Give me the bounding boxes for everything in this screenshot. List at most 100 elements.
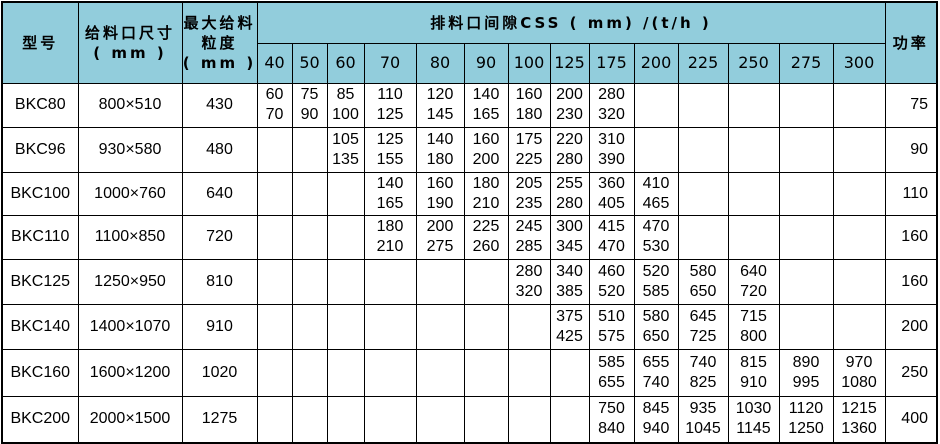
capacity-cell — [326, 171, 365, 216]
capacity-cell: 360 405 — [588, 171, 635, 216]
table-row: BKC140 1400×1070 910 375 425 510 575 580 650 645 7… — [1, 303, 938, 350]
header-css-value: 225 — [677, 42, 729, 84]
capacity-cell: 120 145 — [415, 82, 465, 128]
capacity-max: 405 — [598, 194, 625, 212]
capacity-cell: 140 165 — [363, 171, 417, 216]
capacity-min: 205 — [515, 174, 543, 192]
capacity-cell — [291, 258, 328, 305]
capacity-max: 465 — [642, 194, 670, 212]
header-max-feed-label: 最大给料粒度 — [183, 13, 256, 52]
capacity-cell — [415, 395, 465, 444]
capacity-cell: 180 210 — [363, 214, 417, 260]
capacity-cell — [363, 395, 417, 444]
capacity-max: 90 — [300, 106, 319, 123]
capacity-cell — [291, 171, 328, 216]
capacity-min: 160 — [515, 86, 543, 103]
capacity-max: 260 — [472, 238, 500, 255]
header-css-value: 275 — [778, 42, 834, 84]
capacity-max: 135 — [332, 150, 359, 168]
capacity-cell — [633, 126, 679, 173]
header-feed-opening-label: 给料口尺寸 — [84, 23, 175, 42]
header-css-value: 300 — [832, 42, 886, 84]
capacity-cell — [363, 258, 417, 305]
capacity-cell: 200 275 — [415, 214, 465, 260]
capacity-max: 1145 — [736, 420, 771, 438]
capacity-min: 580 — [642, 307, 670, 325]
capacity-cell — [778, 171, 834, 216]
max-feed-cell: 430 — [181, 82, 258, 128]
capacity-cell: 375 425 — [549, 303, 590, 350]
capacity-min: 740 — [689, 353, 717, 371]
capacity-max: 1250 — [788, 420, 824, 438]
capacity-min: 110 — [377, 86, 403, 103]
capacity-max: 275 — [426, 238, 454, 255]
capacity-cell: 580 650 — [677, 258, 729, 305]
capacity-min: 245 — [515, 218, 543, 235]
capacity-max: 200 — [472, 150, 500, 168]
capacity-cell — [727, 171, 780, 216]
capacity-min: 970 — [845, 353, 873, 371]
capacity-min: 125 — [376, 130, 404, 148]
capacity-min: 220 — [556, 130, 583, 148]
header-power: 功率 — [884, 1, 938, 84]
model-cell: BKC200 — [1, 395, 79, 444]
capacity-min: 815 — [740, 353, 767, 371]
capacity-min: 415 — [598, 218, 625, 235]
capacity-cell — [326, 258, 365, 305]
capacity-max: 385 — [556, 282, 583, 300]
capacity-min: 645 — [689, 307, 717, 325]
max-feed-cell: 910 — [181, 303, 258, 350]
capacity-max: 235 — [515, 194, 543, 212]
model-cell: BKC125 — [1, 258, 79, 305]
capacity-min: 85 — [336, 86, 355, 103]
header-max-feed: 最大给料粒度( mm ) — [181, 1, 258, 84]
capacity-min: 750 — [598, 400, 625, 418]
capacity-min: 410 — [642, 174, 670, 192]
capacity-cell: 160 190 — [415, 171, 465, 216]
capacity-cell — [677, 171, 729, 216]
capacity-min: 1120 — [788, 400, 824, 418]
capacity-cell — [727, 82, 780, 128]
header-css-value: 125 — [549, 42, 590, 84]
max-feed-cell: 1275 — [181, 395, 258, 444]
capacity-min: 360 — [598, 174, 625, 192]
capacity-cell: 310 390 — [588, 126, 635, 173]
power-cell: 110 — [884, 171, 938, 216]
capacity-cell: 105 135 — [326, 126, 365, 173]
capacity-cell — [507, 303, 551, 350]
model-cell: BKC110 — [1, 214, 79, 260]
capacity-cell — [256, 303, 293, 350]
capacity-cell: 255 280 — [549, 171, 590, 216]
max-feed-cell: 480 — [181, 126, 258, 173]
power-cell: 200 — [884, 303, 938, 350]
capacity-max: 230 — [556, 106, 583, 123]
capacity-max: 520 — [598, 282, 625, 300]
table-row: BKC200 2000×1500 1275 750 840 845 940 935 1045 10… — [1, 395, 938, 444]
feed-opening-cell: 1100×850 — [77, 214, 183, 260]
capacity-max: 320 — [598, 106, 625, 123]
capacity-max: 165 — [376, 194, 404, 212]
table-row: BKC125 1250×950 810 280 320 340 385 460 520 520 58… — [1, 258, 938, 305]
capacity-cell — [677, 82, 729, 128]
capacity-max: 280 — [556, 150, 583, 168]
capacity-max: 285 — [515, 238, 543, 255]
capacity-min: 280 — [515, 262, 543, 280]
capacity-max: 650 — [642, 327, 670, 345]
capacity-cell: 245 285 — [507, 214, 551, 260]
capacity-cell — [415, 258, 465, 305]
max-feed-cell: 810 — [181, 258, 258, 305]
capacity-max: 840 — [598, 420, 625, 438]
capacity-cell: 225 260 — [463, 214, 509, 260]
header-max-feed-unit: ( mm ) — [182, 53, 257, 72]
capacity-min: 520 — [642, 262, 670, 280]
capacity-max: 910 — [740, 373, 767, 391]
capacity-cell — [326, 395, 365, 444]
capacity-cell — [778, 126, 834, 173]
header-feed-opening: 给料口尺寸( mm ) — [77, 1, 183, 84]
capacity-cell — [326, 303, 365, 350]
model-cell: BKC160 — [1, 348, 79, 397]
model-cell: BKC96 — [1, 126, 79, 173]
capacity-cell — [326, 214, 365, 260]
capacity-max: 800 — [740, 327, 767, 345]
capacity-cell — [291, 395, 328, 444]
